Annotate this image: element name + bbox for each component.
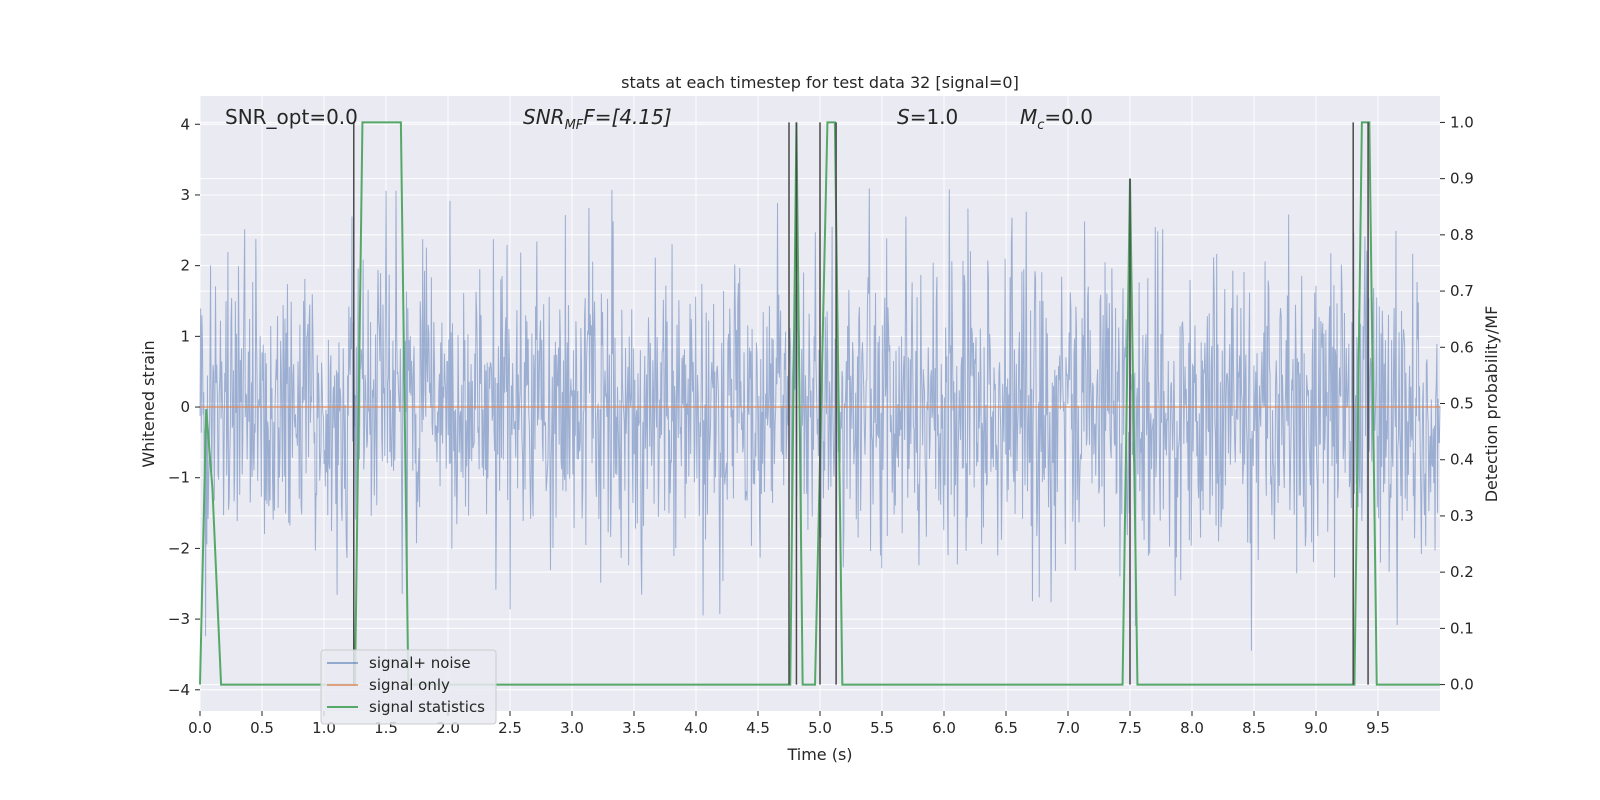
y2-tick-labels: 1.0 0.9 0.8 0.7 0.6 0.5 0.4 0.3 0.2 0.1 0.0: [1440, 113, 1474, 694]
y2-tick-label: 0.3: [1450, 507, 1474, 525]
y-tick-label: 4: [180, 115, 190, 133]
y-tick-label: 2: [180, 257, 190, 275]
annotations: SNR_opt=0.0 SNRMFF=[4.15] S=1.0 Mc=0.0: [225, 105, 1093, 133]
chart-title: stats at each timestep for test data 32 …: [621, 73, 1019, 92]
x-tick-label: 7.0: [1056, 719, 1080, 737]
x-tick-label: 4.0: [684, 719, 708, 737]
y-tick-label: −3: [168, 610, 190, 628]
mc-rest: =0.0: [1044, 105, 1093, 129]
legend-label-statistics: signal statistics: [369, 698, 485, 716]
y2-tick-label: 0.6: [1450, 338, 1474, 356]
annotation-s: S=1.0: [897, 105, 958, 129]
y-axis-label: Whitened strain: [139, 340, 158, 467]
x-tick-label: 7.5: [1118, 719, 1142, 737]
s-rest: =1.0: [910, 105, 959, 129]
y2-tick-label: 1.0: [1450, 113, 1474, 131]
annotation-mc: Mc=0.0: [1020, 105, 1093, 133]
x-tick-label: 2.5: [498, 719, 522, 737]
y-tick-labels: 4 3 2 1 0 −1 −2 −3 −4: [168, 115, 200, 699]
legend: signal+ noise signal only signal statist…: [320, 649, 497, 725]
legend-label-noise: signal+ noise: [369, 654, 471, 672]
x-tick-label: 3.5: [622, 719, 646, 737]
x-tick-label: 9.5: [1366, 719, 1390, 737]
x-tick-labels: 0.0 0.5 1.0 1.5 2.0 2.5 3.0 3.5 4.0 4.5 5.0 5.5 6.0 6…: [188, 711, 1390, 737]
y2-axis-label: Detection probability/MF: [1482, 306, 1501, 503]
s-var: S: [897, 105, 910, 129]
legend-box: [320, 649, 497, 725]
y-tick-label: 0: [180, 398, 190, 416]
y2-tick-label: 0.2: [1450, 563, 1474, 581]
mc-var: M: [1020, 105, 1037, 129]
snr-mf-base: SNR: [523, 105, 565, 129]
y-tick-label: −1: [168, 469, 190, 487]
mc-sub: c: [1037, 118, 1044, 133]
y2-tick-label: 0.7: [1450, 282, 1474, 300]
y-tick-label: 1: [180, 327, 190, 345]
y2-tick-label: 0.5: [1450, 395, 1474, 413]
snr-mf-sub: MF: [565, 118, 584, 133]
y-tick-label: 3: [180, 186, 190, 204]
y-tick-label: −4: [168, 681, 190, 699]
x-tick-label: 8.0: [1180, 719, 1204, 737]
x-tick-label: 5.0: [808, 719, 832, 737]
y2-tick-label: 0.8: [1450, 226, 1474, 244]
x-tick-label: 6.0: [932, 719, 956, 737]
y2-tick-label: 0.1: [1450, 619, 1474, 637]
x-tick-label: 4.5: [746, 719, 770, 737]
x-tick-label: 6.5: [994, 719, 1018, 737]
x-tick-label: 9.0: [1304, 719, 1328, 737]
y-tick-label: −2: [168, 539, 190, 557]
x-tick-label: 0.5: [250, 719, 274, 737]
x-tick-label: 8.5: [1242, 719, 1266, 737]
annotation-snr-mf: SNRMFF=[4.15]: [523, 105, 672, 133]
y2-tick-label: 0.4: [1450, 451, 1474, 469]
y2-tick-label: 0.9: [1450, 170, 1474, 188]
y2-tick-label: 0.0: [1450, 676, 1474, 694]
legend-label-signal: signal only: [369, 676, 450, 694]
x-axis-label: Time (s): [786, 745, 852, 764]
x-tick-label: 0.0: [188, 719, 212, 737]
snr-mf-rest: F=[4.15]: [583, 105, 671, 129]
marker-layer: [353, 122, 1369, 685]
x-tick-label: 3.0: [560, 719, 584, 737]
x-tick-label: 5.5: [870, 719, 894, 737]
annotation-snr-opt: SNR_opt=0.0: [225, 105, 358, 129]
